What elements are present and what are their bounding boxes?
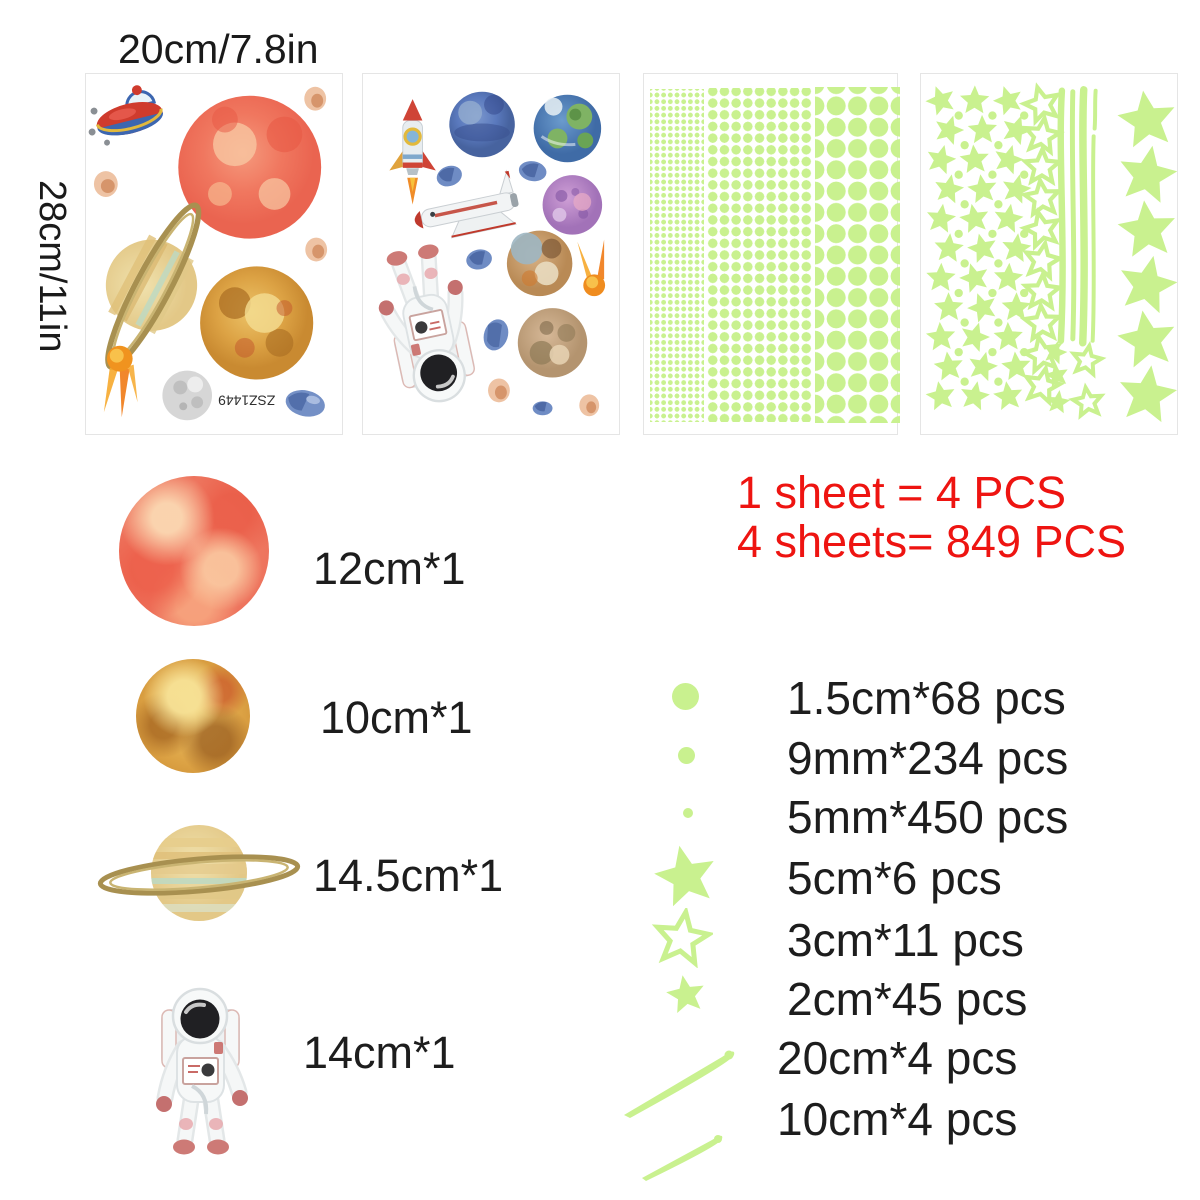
earth-sticker [533,94,602,163]
glow-star-filled-large [654,845,714,906]
astronaut-art [156,987,248,1155]
planets-sheet-2-art [378,91,606,417]
saturn-sticker [105,202,202,370]
glow-star-outline [651,908,713,968]
comet-icon-2 [577,239,606,297]
sheet-height-label: 28cm/11in [31,180,73,353]
blue-rock-icon [285,390,325,417]
orange-planet-size-label: 10cm*1 [320,692,473,743]
dot-band-medium [707,88,812,422]
dot-large-size-label: 1.5cm*68 pcs [787,672,1066,724]
ufo-icon [88,85,163,146]
pcs-summary: 1 sheet = 4 PCS 4 sheets= 849 PCS [737,468,1126,566]
astronaut-figure [148,982,253,1160]
glow-dot-small [683,808,693,818]
dot-band-large [815,87,900,423]
saturn-figure [97,818,302,928]
dot-band-small [650,89,704,422]
mercury-planet-sticker [506,230,573,297]
red-planet-size-label: 12cm*1 [313,543,466,594]
blue-planet-sticker [449,91,515,158]
pcs-summary-line-2: 4 sheets= 849 PCS [737,516,1127,567]
dot-medium-size-label: 9mm*234 pcs [787,732,1069,784]
astronaut-sticker [378,244,475,403]
pcs-summary-line-1: 1 sheet = 4 PCS [737,467,1066,518]
saturn-size-label: 14.5cm*1 [313,850,504,901]
asteroid-icons [93,86,328,262]
sticker-sheet-planets-2 [362,73,620,435]
strip-short-size-label: 10cm*4 pcs [777,1093,1018,1145]
star-filled-small-size-label: 2cm*45 pcs [787,973,1028,1025]
glow-strip-short [642,1135,723,1181]
glow-star-filled-small [666,975,704,1014]
asteroid-icons-2 [488,378,600,417]
orange-planet-sticker [200,266,314,380]
planets-sheet-1-art: ZSZ1449 [88,85,328,421]
red-planet-figure [119,476,269,626]
comet-icon [103,345,138,418]
space-shuttle-icon [414,169,519,239]
sheet-code-text: ZSZ1449 [218,392,275,408]
rocket-icon [389,99,436,205]
moon-sticker [162,370,213,421]
star-filled-large-size-label: 5cm*6 pcs [787,852,1002,904]
astronaut-size-label: 14cm*1 [303,1027,456,1078]
glow-strip-long [624,1050,735,1118]
sheet-width-label: 20cm/7.8in [118,26,319,72]
strip-long-size-label: 20cm*4 pcs [777,1032,1018,1084]
purple-planet-sticker [542,175,603,235]
red-planet-sticker [178,95,322,239]
glow-dot-medium [678,747,695,764]
stars-sheet-art [925,82,1177,423]
star-outline-size-label: 3cm*11 pcs [787,914,1024,966]
dot-small-size-label: 5mm*450 pcs [787,791,1069,843]
sticker-sheet-stars [920,73,1178,435]
blue-asteroid-icons [436,161,553,416]
orange-planet-figure [136,659,250,773]
saturn-art [97,825,301,921]
brown-planet-sticker [517,308,588,378]
glow-dot-large [672,683,699,710]
sticker-sheet-dots [643,73,900,435]
sticker-sheet-planets-1: ZSZ1449 [85,73,343,435]
